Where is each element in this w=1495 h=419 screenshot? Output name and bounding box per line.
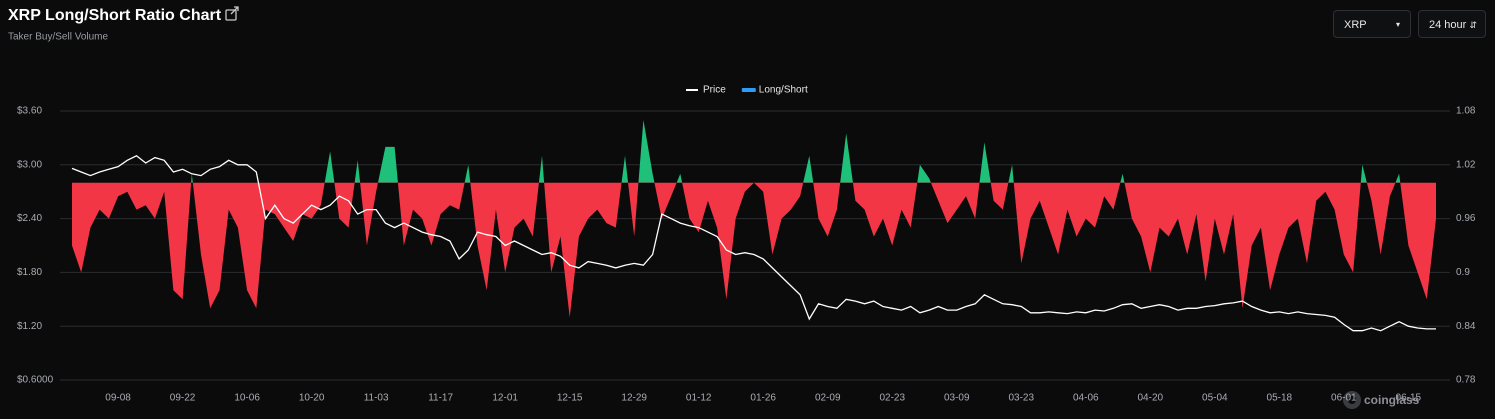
legend-label: Price (703, 85, 726, 96)
y-tick-label: $1.20 (17, 321, 42, 332)
x-tick-label: 03-09 (944, 393, 970, 404)
external-link-icon[interactable] (225, 6, 239, 21)
legend-item[interactable]: Long/Short (741, 85, 808, 96)
x-tick-label: 03-23 (1008, 393, 1034, 404)
y2-tick-label: 0.96 (1456, 213, 1476, 224)
x-tick-label: 12-15 (557, 393, 583, 404)
y2-tick-label: 0.78 (1456, 375, 1476, 386)
x-tick-label: 06-15 (1396, 393, 1422, 404)
x-tick-label: 02-09 (815, 393, 841, 404)
x-tick-label: 04-06 (1073, 393, 1099, 404)
y-tick-label: $0.6000 (17, 375, 54, 386)
y-tick-label: $2.40 (17, 213, 42, 224)
subtitle: Taker Buy/Sell Volume (8, 32, 108, 43)
x-tick-label: 06-01 (1331, 393, 1357, 404)
long-short-area (72, 120, 1436, 318)
x-tick-label: 01-26 (750, 393, 776, 404)
x-tick-label: 10-06 (234, 393, 260, 404)
watermark-logo (1343, 391, 1361, 409)
x-tick-label: 10-20 (299, 393, 325, 404)
legend-swatch (741, 88, 756, 92)
x-tick-label: 11-17 (428, 393, 453, 404)
y-tick-label: $3.00 (17, 159, 42, 170)
x-tick-label: 05-18 (1267, 393, 1293, 404)
y2-tick-label: 0.84 (1456, 321, 1476, 332)
legend-label: Long/Short (759, 85, 808, 96)
x-tick-label: 04-20 (1138, 393, 1164, 404)
x-tick-label: 12-29 (621, 393, 647, 404)
symbol-select[interactable]: XRP ▾ (1333, 10, 1411, 38)
x-tick-label: 09-22 (170, 393, 196, 404)
y2-tick-label: 1.08 (1456, 106, 1476, 117)
watermark: coinglass (1364, 393, 1420, 407)
interval-select[interactable]: 24 hour ⇵ (1418, 10, 1486, 38)
chart-title: XRP Long/Short Ratio Chart (8, 7, 222, 24)
x-tick-label: 12-01 (492, 393, 518, 404)
price-line (71, 155, 1436, 332)
y2-tick-label: 0.9 (1456, 267, 1470, 278)
y-tick-label: $3.60 (17, 106, 42, 117)
x-tick-label: 09-08 (105, 393, 131, 404)
x-tick-label: 01-12 (686, 393, 712, 404)
x-tick-label: 11-03 (364, 393, 389, 404)
x-tick-label: 02-23 (879, 393, 905, 404)
legend-item[interactable]: Price (686, 85, 726, 96)
y2-tick-label: 1.02 (1456, 159, 1476, 170)
symbol-value: XRP (1344, 19, 1367, 31)
x-tick-label: 05-04 (1202, 393, 1228, 404)
y-tick-label: $1.80 (17, 267, 42, 278)
interval-value: 24 hour (1429, 19, 1467, 31)
